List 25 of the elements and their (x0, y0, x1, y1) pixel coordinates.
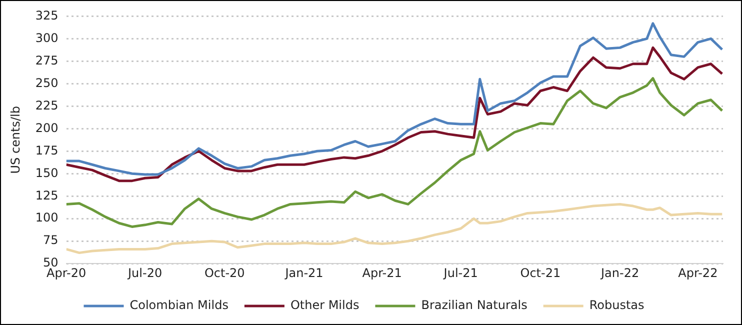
legend-label: Robustas (589, 298, 644, 312)
y-tick-label: 200 (35, 120, 58, 135)
y-tick-label: 275 (35, 53, 58, 68)
y-tick-label: 175 (35, 143, 58, 158)
x-tick-label: Oct-21 (520, 266, 561, 280)
legend-label: Brazilian Naturals (421, 298, 528, 312)
x-tick-label: Apr-20 (46, 266, 86, 280)
y-tick-label: 225 (35, 98, 58, 112)
y-tick-label: 250 (35, 76, 58, 90)
y-axis-title: US cents/lb (8, 106, 22, 174)
x-tick-label: Jan-22 (600, 266, 640, 280)
legend-label: Other Milds (290, 298, 360, 312)
x-tick-label: Apr-22 (678, 266, 718, 280)
legend-label: Colombian Milds (130, 298, 228, 312)
x-tick-label: Jul-20 (127, 266, 162, 280)
y-tick-label: 100 (35, 210, 58, 225)
x-tick-label: Oct-20 (204, 266, 245, 280)
y-tick-label: 300 (35, 30, 58, 45)
x-tick-label: Apr-21 (362, 266, 402, 280)
y-tick-label: 150 (35, 166, 58, 180)
x-tick-label: Jan-21 (284, 266, 324, 280)
y-tick-label: 75 (43, 233, 58, 248)
y-tick-label: 325 (35, 8, 58, 22)
x-tick-label: Jul-21 (442, 266, 478, 280)
y-tick-label: 125 (35, 188, 58, 202)
